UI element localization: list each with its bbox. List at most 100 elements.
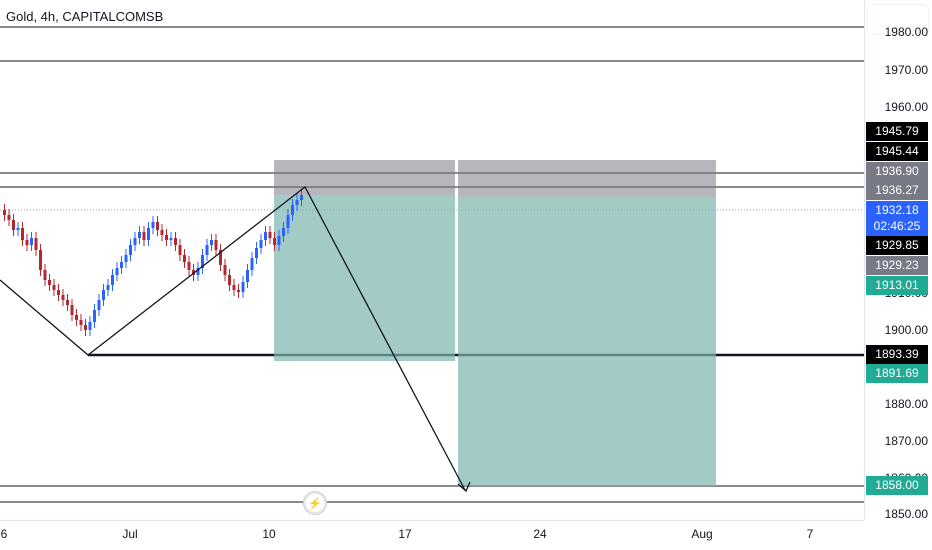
candle-body [142, 232, 146, 240]
candle-body [241, 282, 245, 292]
candle-body [273, 238, 276, 245]
candle-body [70, 305, 74, 315]
candle-body [61, 295, 65, 300]
price-tag: 1858.00 [866, 476, 928, 495]
candle-body [30, 238, 33, 245]
candle-body [34, 238, 38, 250]
candle-body [174, 238, 177, 245]
candle-body [277, 236, 281, 245]
price-tag: 1893.39 [866, 345, 928, 364]
candle-body [124, 255, 128, 262]
candle-body [3, 210, 6, 215]
candle-body [259, 240, 263, 248]
time-axis-label: 17 [398, 527, 412, 541]
candle-body [21, 228, 24, 240]
price-tag: 1936.27 [866, 181, 928, 200]
candle-body [268, 232, 272, 238]
candle-body [138, 232, 141, 238]
candles [3, 189, 303, 336]
candle-body [246, 270, 249, 282]
candle-body [111, 275, 114, 285]
candle-body [66, 300, 69, 305]
candle-body [286, 215, 290, 228]
candle-body [129, 245, 132, 255]
price-tag: 1929.23 [866, 256, 928, 275]
candle-body [210, 240, 213, 245]
price-tag: 1932.18 [866, 201, 928, 220]
arrow-head [457, 481, 471, 493]
chart-title: Gold, 4h, CAPITALCOMSB [6, 9, 164, 24]
price-tag: 1936.90 [866, 162, 928, 181]
price-tag: 02:46:25 [866, 217, 928, 236]
candle-body [12, 220, 15, 230]
candle-body [43, 270, 47, 280]
candle-body [255, 248, 258, 258]
candle-body [187, 262, 191, 270]
time-axis-label: 10 [262, 527, 276, 541]
price-axis-label: 1900.00 [884, 323, 928, 337]
candle-body [106, 285, 110, 290]
candle-body [25, 240, 29, 245]
price-tag: 1929.85 [866, 236, 928, 255]
candle-body [156, 222, 159, 230]
candle-body [196, 268, 200, 275]
candle-body [201, 255, 204, 268]
candle-body [115, 268, 119, 275]
candle-body [52, 285, 56, 290]
time-axis-label: 24 [533, 527, 547, 541]
candle-body [291, 205, 294, 215]
price-tag: 1945.44 [866, 142, 928, 161]
candle-body [57, 290, 60, 295]
candle-body [282, 228, 285, 236]
price-axis-label: 1870.00 [884, 434, 928, 448]
price-axis-label: 1960.00 [884, 100, 928, 114]
candle-body [223, 265, 227, 275]
candle-body [93, 310, 96, 322]
lightning-icon[interactable]: ⚡ [303, 491, 327, 515]
candle-body [169, 238, 173, 240]
candle-body [84, 325, 87, 330]
time-axis-label: Aug [691, 527, 713, 541]
candle-body [75, 315, 78, 320]
time-axis-label: Jul [122, 527, 138, 541]
short-position-target-zone [274, 195, 455, 361]
price-axis-label: 1970.00 [884, 63, 928, 77]
candle-body [300, 195, 303, 200]
candle-body [7, 215, 11, 220]
price-axis-label: 1850.00 [884, 507, 928, 521]
candle-body [214, 240, 218, 250]
candle-body [160, 230, 164, 235]
candle-body [295, 200, 299, 205]
price-axis-label: 1980.00 [884, 25, 928, 39]
candle-body [232, 285, 236, 290]
candle-body [178, 245, 182, 255]
overlay-box [868, 5, 928, 33]
time-axis-label: 7 [806, 527, 814, 541]
candle-body [120, 262, 123, 268]
zigzag-drawing [0, 186, 466, 491]
price-tag: 1913.01 [866, 276, 928, 295]
candle-body [192, 270, 195, 275]
candle-body [183, 255, 186, 262]
candle-body [102, 290, 105, 300]
candle-body [228, 275, 231, 285]
short-position-stop-zone [458, 160, 716, 197]
candle-body [88, 322, 92, 330]
candle-body [264, 232, 267, 240]
candle-body [48, 280, 51, 285]
candle-body [79, 320, 83, 325]
candle-body [219, 250, 222, 265]
short-position-stop-zone [274, 160, 455, 195]
candle-body [97, 300, 101, 310]
candle-body [250, 258, 254, 270]
price-tag: 1945.79 [866, 122, 928, 141]
candle-body [16, 228, 20, 230]
candle-body [39, 250, 42, 270]
candle-body [133, 238, 137, 245]
candle-body [151, 222, 155, 228]
candle-body [205, 245, 209, 255]
price-axis-label: 1880.00 [884, 397, 928, 411]
short-position-target-zone [458, 197, 716, 486]
candle-body [165, 235, 168, 240]
